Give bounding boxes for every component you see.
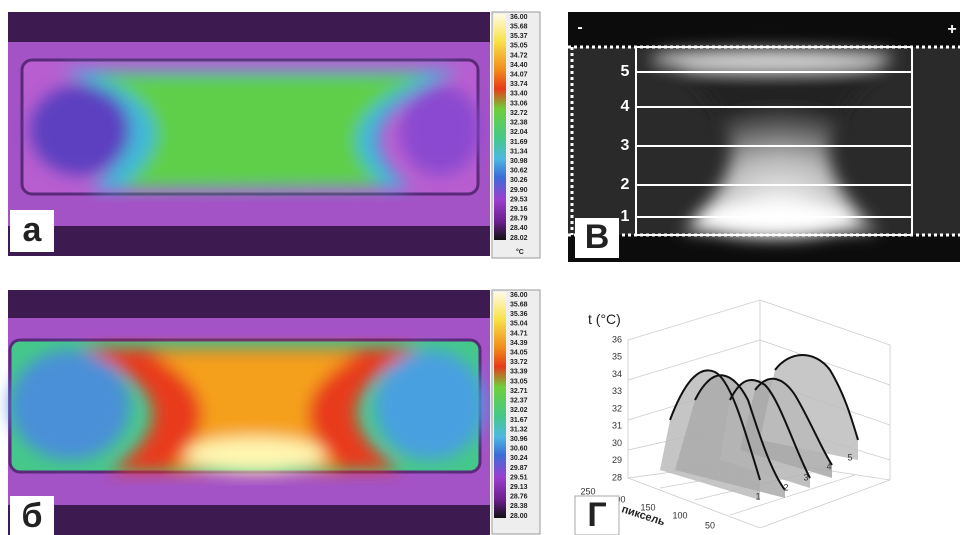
section-label: 1 bbox=[621, 208, 630, 225]
curve-label: 2 bbox=[783, 482, 788, 492]
profiles bbox=[660, 355, 858, 500]
colorbar-label: 29.51 bbox=[510, 474, 528, 481]
colorbar-label: 34.39 bbox=[510, 340, 528, 347]
colorbar-label: 28.79 bbox=[510, 216, 528, 223]
colorbar-label: 29.53 bbox=[510, 196, 528, 203]
colorbar-label: 34.07 bbox=[510, 71, 528, 78]
panel-label: Г bbox=[587, 496, 606, 534]
colorbar-label: 28.76 bbox=[510, 494, 528, 501]
colorbar-label: 33.39 bbox=[510, 369, 528, 376]
colorbar-label: 30.60 bbox=[510, 446, 528, 453]
colorbar-label: 35.36 bbox=[510, 311, 528, 318]
y-tick-label: 29 bbox=[612, 455, 622, 465]
y-tick-label: 36 bbox=[612, 334, 622, 344]
colorbar-label: 28.38 bbox=[510, 503, 528, 510]
panel-label: б bbox=[21, 497, 42, 535]
colorbar-label: 35.68 bbox=[510, 301, 528, 308]
panel-label: а bbox=[23, 211, 43, 249]
colorbar-label: 33.05 bbox=[510, 378, 528, 385]
colorbar bbox=[494, 292, 506, 518]
colorbar-label: 29.13 bbox=[510, 484, 528, 491]
colorbar-label: 30.24 bbox=[510, 455, 528, 462]
y-tick-label: 34 bbox=[612, 369, 622, 379]
colorbar-label: 34.71 bbox=[510, 330, 528, 337]
panel-b: б bbox=[8, 290, 540, 535]
panel-label: В bbox=[585, 218, 610, 256]
colorbar bbox=[494, 14, 506, 240]
y-tick-label: 32 bbox=[612, 403, 622, 413]
colorbar-label: 30.96 bbox=[510, 436, 528, 443]
colorbar-label: 28.00 bbox=[510, 513, 528, 520]
x-tick-label: 50 bbox=[705, 520, 715, 530]
colorbar-label: 32.38 bbox=[510, 120, 528, 127]
x-tick-label: 100 bbox=[672, 510, 687, 520]
colorbar-label: 33.40 bbox=[510, 91, 528, 98]
colorbar-label: 35.37 bbox=[510, 33, 528, 40]
colorbar-label: 32.04 bbox=[510, 129, 528, 136]
band bbox=[8, 505, 490, 535]
colorbar-label: 35.04 bbox=[510, 321, 528, 328]
y-tick-label: 33 bbox=[612, 386, 622, 396]
x-tick-label: 150 bbox=[640, 502, 655, 512]
colorbar-label: 33.06 bbox=[510, 100, 528, 107]
colorbar-label: 34.40 bbox=[510, 62, 528, 69]
colorbar-label: 32.71 bbox=[510, 388, 528, 395]
colorbar-label: 32.37 bbox=[510, 398, 528, 405]
colorbar-label: 36.00 bbox=[510, 292, 528, 299]
colorbar-label: 34.05 bbox=[510, 349, 528, 356]
section-label: 4 bbox=[621, 98, 630, 115]
colorbar-label: 35.68 bbox=[510, 23, 528, 30]
colorbar-label: 29.87 bbox=[510, 465, 528, 472]
colorbar-label: 31.32 bbox=[510, 426, 528, 433]
y-tick-label: 35 bbox=[612, 352, 622, 362]
curve-label: 3 bbox=[803, 472, 808, 482]
y-axis-label: t (°C) bbox=[588, 311, 621, 327]
band bbox=[8, 290, 490, 318]
colorbar-label: 31.67 bbox=[510, 417, 528, 424]
y-tick-label: 30 bbox=[612, 438, 622, 448]
colorbar-label: 30.26 bbox=[510, 177, 528, 184]
curve-label: 4 bbox=[826, 461, 831, 471]
colorbar-label: 34.72 bbox=[510, 52, 528, 59]
section-label: 5 bbox=[621, 63, 630, 80]
band bbox=[8, 226, 490, 256]
colorbar-label: 32.02 bbox=[510, 407, 528, 414]
colorbar-label: 36.00 bbox=[510, 14, 528, 21]
plus-sign: + bbox=[947, 21, 956, 38]
band bbox=[8, 12, 490, 42]
minus-sign: - bbox=[577, 19, 582, 36]
curve-label: 5 bbox=[847, 452, 852, 462]
colorbar-label: 29.90 bbox=[510, 187, 528, 194]
colorbar-label: 31.34 bbox=[510, 148, 528, 155]
x-tick-label: 250 bbox=[580, 486, 595, 496]
colorbar-label: 32.72 bbox=[510, 110, 528, 117]
section-label: 2 bbox=[621, 176, 630, 193]
curve-label: 1 bbox=[755, 491, 760, 501]
colorbar-label: 28.02 bbox=[510, 235, 528, 242]
colorbar-label: 33.72 bbox=[510, 359, 528, 366]
unit: °C bbox=[516, 248, 524, 256]
panel-g: t (°C) пиксель 2829303132333435362502001… bbox=[575, 300, 890, 535]
colorbar-label: 31.69 bbox=[510, 139, 528, 146]
colorbar-label: 33.74 bbox=[510, 81, 528, 88]
panel-a: а °C bbox=[8, 12, 540, 258]
colorbar-label: 30.62 bbox=[510, 168, 528, 175]
figure: а °C б - + bbox=[0, 0, 960, 535]
colorbar-label: 35.05 bbox=[510, 43, 528, 50]
colorbar-label: 28.40 bbox=[510, 225, 528, 232]
colorbar-label: 30.98 bbox=[510, 158, 528, 165]
section-label: 3 bbox=[621, 137, 630, 154]
panel-v: - + 1 2 3 4 5 В bbox=[568, 12, 960, 262]
y-tick-label: 28 bbox=[612, 472, 622, 482]
y-tick-label: 31 bbox=[612, 421, 622, 431]
colorbar-label: 29.16 bbox=[510, 206, 528, 213]
